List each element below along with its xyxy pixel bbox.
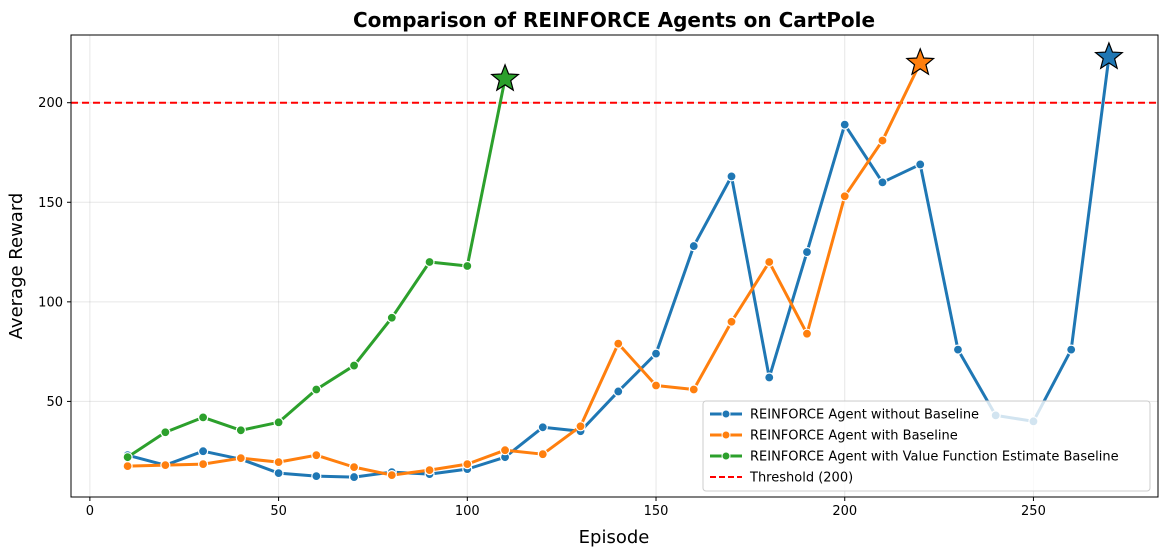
legend-swatch-marker — [721, 430, 731, 440]
data-point — [801, 246, 813, 258]
data-point — [462, 260, 473, 272]
data-point — [764, 256, 775, 268]
data-point — [311, 450, 322, 461]
star-marker — [490, 63, 520, 92]
data-point — [348, 462, 360, 473]
data-point — [462, 459, 473, 470]
legend-label: REINFORCE Agent with Value Function Esti… — [750, 450, 1119, 465]
data-point — [160, 460, 171, 471]
data-point — [537, 449, 548, 460]
legend-entries: REINFORCE Agent without Baseline REINFORC… — [710, 408, 1119, 486]
data-point — [801, 328, 813, 339]
data-point — [198, 412, 209, 423]
data-point — [839, 191, 850, 202]
series-group — [122, 41, 1124, 483]
x-tick-label: 250 — [1021, 504, 1046, 519]
data-point — [311, 470, 322, 482]
data-point — [198, 446, 209, 457]
data-point — [499, 445, 511, 456]
data-point — [386, 312, 397, 323]
data-point — [235, 425, 246, 436]
data-point — [688, 384, 699, 395]
legend-entry: REINFORCE Agent without Baseline — [710, 408, 979, 423]
x-tick-label: 200 — [832, 504, 857, 519]
x-tick-label: 50 — [270, 504, 287, 519]
data-point — [952, 344, 964, 355]
legend-swatch-marker — [721, 451, 731, 461]
y-tick-label: 50 — [46, 395, 63, 410]
plot-frame — [70, 34, 1159, 498]
legend-entry: Threshold (200) — [710, 471, 853, 486]
chart-title: Comparison of REINFORCE Agents on CartPo… — [353, 8, 875, 32]
star-marker — [905, 47, 936, 76]
y-tick-label: 100 — [38, 295, 63, 310]
data-point — [424, 465, 435, 476]
data-point — [235, 453, 246, 464]
ticks: 0 50 100 150 200 250 50 100 150 200 — [38, 96, 1046, 519]
data-point — [348, 360, 360, 371]
data-point — [1066, 344, 1077, 355]
y-tick-label: 150 — [38, 196, 63, 211]
data-point — [764, 372, 775, 383]
data-point — [311, 384, 322, 395]
legend-box — [702, 400, 1151, 492]
y-axis-label: Average Reward — [6, 193, 27, 340]
data-point — [726, 171, 737, 182]
legend-swatch-marker — [721, 409, 731, 419]
data-point — [273, 457, 284, 468]
data-point — [726, 316, 737, 327]
star-marker — [1094, 41, 1124, 70]
series-2 — [122, 47, 936, 481]
x-tick-label: 0 — [86, 504, 94, 519]
x-axis-label: Episode — [579, 527, 650, 548]
legend: REINFORCE Agent without Baseline REINFORC… — [702, 400, 1151, 492]
legend-label: Threshold (200) — [749, 471, 853, 486]
legend-label: REINFORCE Agent with Baseline — [750, 429, 958, 444]
series-line — [126, 61, 922, 477]
series-3 — [122, 63, 520, 463]
data-point — [122, 452, 133, 463]
data-point — [348, 471, 360, 483]
data-point — [273, 468, 284, 479]
y-tick-label: 200 — [38, 96, 63, 111]
data-point — [424, 256, 435, 268]
data-point — [575, 421, 586, 432]
data-point — [877, 135, 888, 146]
data-point — [386, 469, 397, 481]
data-point — [613, 386, 624, 397]
data-point — [198, 459, 209, 470]
data-point — [839, 119, 850, 130]
legend-label: REINFORCE Agent without Baseline — [750, 408, 979, 423]
data-point — [915, 159, 926, 170]
x-tick-label: 150 — [644, 504, 669, 519]
data-point — [650, 348, 662, 359]
legend-entry: REINFORCE Agent with Baseline — [710, 429, 958, 444]
data-point — [613, 338, 624, 349]
data-point — [160, 427, 171, 438]
data-point — [537, 422, 548, 433]
data-point — [688, 240, 699, 252]
x-tick-label: 100 — [455, 504, 480, 519]
data-point — [273, 417, 284, 428]
data-point — [650, 380, 662, 391]
data-point — [877, 177, 888, 188]
legend-entry: REINFORCE Agent with Value Function Esti… — [710, 450, 1119, 465]
data-point — [122, 461, 133, 472]
